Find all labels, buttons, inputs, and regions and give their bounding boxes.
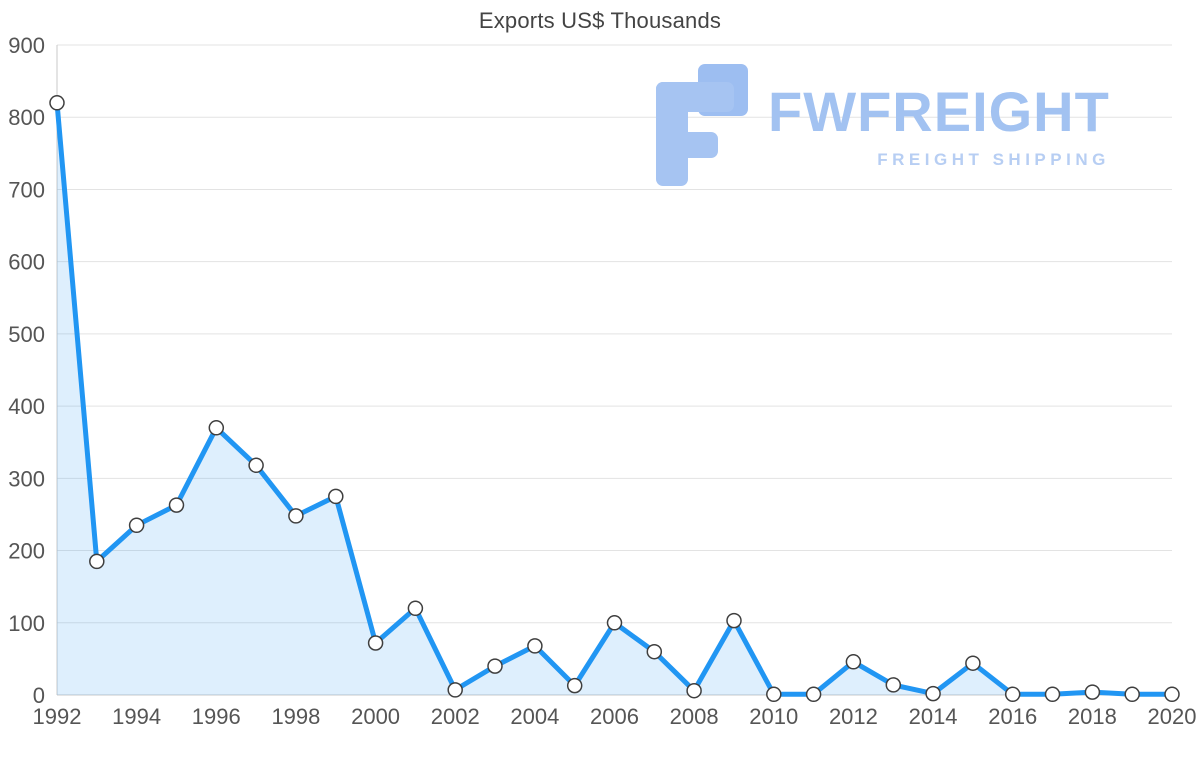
svg-text:2020: 2020 [1148,704,1197,729]
fwfreight-logo-icon [656,64,748,186]
brand-name: FWFREIGHT [768,80,1110,143]
brand-tagline: FREIGHT SHIPPING [877,150,1110,169]
chart-title: Exports US$ Thousands [478,8,722,33]
svg-text:400: 400 [8,394,45,419]
svg-text:800: 800 [8,105,45,130]
svg-text:0: 0 [33,683,45,708]
svg-text:700: 700 [8,177,45,202]
svg-text:1998: 1998 [271,704,320,729]
svg-text:900: 900 [8,33,45,58]
svg-text:2006: 2006 [590,704,639,729]
brand-watermark: FWFREIGHT FREIGHT SHIPPING [648,64,1110,186]
svg-text:2010: 2010 [749,704,798,729]
svg-text:200: 200 [8,539,45,564]
svg-text:300: 300 [8,466,45,491]
svg-text:2016: 2016 [988,704,1037,729]
brand-text-block: FWFREIGHT FREIGHT SHIPPING [768,64,1110,170]
svg-text:2008: 2008 [670,704,719,729]
svg-text:2012: 2012 [829,704,878,729]
svg-text:2018: 2018 [1068,704,1117,729]
svg-text:2004: 2004 [510,704,559,729]
svg-text:500: 500 [8,322,45,347]
svg-text:1994: 1994 [112,704,161,729]
svg-text:2000: 2000 [351,704,400,729]
svg-text:2014: 2014 [909,704,958,729]
svg-text:1996: 1996 [192,704,241,729]
svg-text:2002: 2002 [431,704,480,729]
svg-text:1992: 1992 [33,704,82,729]
svg-text:100: 100 [8,611,45,636]
svg-text:600: 600 [8,250,45,275]
